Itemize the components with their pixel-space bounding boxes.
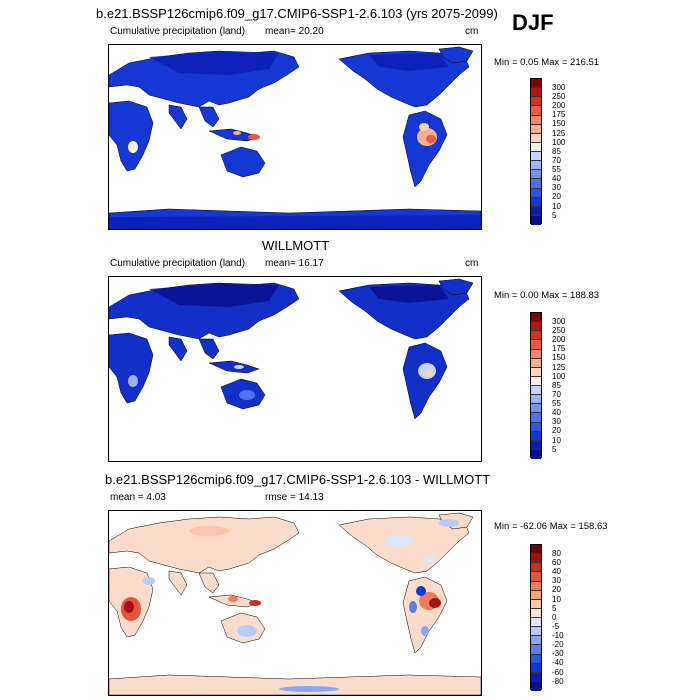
- greenland-landmass: [438, 278, 474, 296]
- panel1-cbar-label: 20: [552, 192, 561, 201]
- africa-landmass: [109, 100, 154, 172]
- panel3-cbar-label: 40: [552, 567, 561, 576]
- panel3-cbar-label: -30: [552, 649, 564, 658]
- panel3-cbar-label: -5: [552, 622, 560, 631]
- panel1-cbar-label: 30: [552, 183, 561, 192]
- panel1-cbar-label: 10: [552, 202, 561, 211]
- panel1-cbar-label: 5: [552, 211, 557, 220]
- panel2-cbar-label: 150: [552, 353, 566, 362]
- panel2-mean: mean= 16.17: [265, 258, 324, 269]
- panel1-map: [108, 44, 482, 230]
- panel2-units: cm: [465, 258, 479, 269]
- africa-landmass: [109, 332, 154, 404]
- panel1-cbar-label: 85: [552, 147, 561, 156]
- panel1-cbar-label: 100: [552, 138, 566, 147]
- panel1-cbar-label: 200: [552, 101, 566, 110]
- greenland-landmass: [438, 46, 474, 64]
- panel1-map-svg: [109, 46, 481, 229]
- antarctica-landmass: [109, 674, 481, 695]
- panel2-cbar-label: 100: [552, 372, 566, 381]
- panel3-cbar-label: -40: [552, 658, 564, 667]
- panel1-cbar-label: 55: [552, 165, 561, 174]
- panel1-cbar-label: 40: [552, 174, 561, 183]
- panel3-heading: b.e21.BSSP126cmip6.f09_g17.CMIP6-SSP1-2.…: [105, 472, 491, 487]
- panel2-cbar-label: 250: [552, 326, 566, 335]
- panel1-cbar-label: 250: [552, 92, 566, 101]
- panel1-cbar-label: 70: [552, 156, 561, 165]
- panel2-cbar-label: 30: [552, 417, 561, 426]
- panel3-minmax: Min = -62.06 Max = 158.63: [494, 521, 608, 532]
- panel3-cbar-label: 10: [552, 595, 561, 604]
- se-asia-landmass: [198, 338, 220, 360]
- panel2-heading: WILLMOTT: [262, 238, 330, 253]
- panel2-cbar-label: 20: [552, 426, 561, 435]
- panel3-cbar-label: 30: [552, 576, 561, 585]
- panel2-map-svg: [109, 278, 474, 420]
- panel1-cbar-label: 175: [552, 110, 566, 119]
- panel1-variable: Cumulative precipitation (land): [110, 26, 246, 37]
- panel2-minmax: Min = 0.00 Max = 188.83: [494, 290, 600, 301]
- panel2-cbar-label: 125: [552, 363, 566, 372]
- south-asia-landmass: [168, 570, 188, 596]
- south-asia-landmass: [168, 336, 188, 362]
- panel1-cbar-label: 150: [552, 119, 566, 128]
- se-asia-landmass: [198, 572, 220, 594]
- season-label: DJF: [512, 10, 554, 35]
- panel3-cbar-label: 80: [552, 549, 561, 558]
- australia-landmass: [220, 146, 266, 178]
- panel2-variable: Cumulative precipitation (land): [110, 258, 246, 269]
- panel2-cbar-label: 70: [552, 390, 561, 399]
- panel2-cbar-label: 10: [552, 436, 561, 445]
- se-asia-landmass: [198, 106, 220, 128]
- panel2-cbar-label: 5: [552, 445, 557, 454]
- panel3-cbar-label: 0: [552, 613, 557, 622]
- panel3-rmse: rmse = 14.13: [265, 492, 324, 503]
- panel3-cbar-label: -60: [552, 668, 564, 677]
- panel2-colorbar: [530, 312, 542, 459]
- south-asia-landmass: [168, 104, 188, 130]
- panel2-cbar-label: 300: [552, 317, 566, 326]
- panel1-units: cm: [465, 26, 479, 37]
- panel3-cbar-label: -10: [552, 631, 564, 640]
- panel3-mean: mean = 4.03: [110, 492, 166, 503]
- panel3-map: [108, 510, 482, 696]
- panel3-colorbar: [530, 544, 542, 691]
- panel3-map-svg: [109, 512, 481, 695]
- panel1-cbar-label: 300: [552, 83, 566, 92]
- panel1-cbar-label: 125: [552, 129, 566, 138]
- south-america-landmass: [402, 110, 448, 188]
- panel3-cbar-label: 5: [552, 604, 557, 613]
- panel3-cbar-label: -20: [552, 640, 564, 649]
- panel2-map: [108, 276, 482, 462]
- panel2-cbar-label: 55: [552, 399, 561, 408]
- main-title: b.e21.BSSP126cmip6.f09_g17.CMIP6-SSP1-2.…: [96, 6, 498, 21]
- panel1-colorbar: [530, 78, 542, 225]
- panel2-cbar-label: 200: [552, 335, 566, 344]
- panel1-minmax: Min = 0.05 Max = 216.51: [494, 57, 600, 68]
- panel3-cbar-label: 20: [552, 585, 561, 594]
- south-america-landmass: [402, 342, 448, 420]
- panel3-cbar-label: 60: [552, 558, 561, 567]
- panel3-cbar-label: -80: [552, 677, 564, 686]
- eurasia-landmass: [109, 516, 300, 574]
- panel2-cbar-label: 40: [552, 408, 561, 417]
- panel2-cbar-label: 175: [552, 344, 566, 353]
- panel2-cbar-label: 85: [552, 381, 561, 390]
- panel1-mean: mean= 20.20: [265, 26, 324, 37]
